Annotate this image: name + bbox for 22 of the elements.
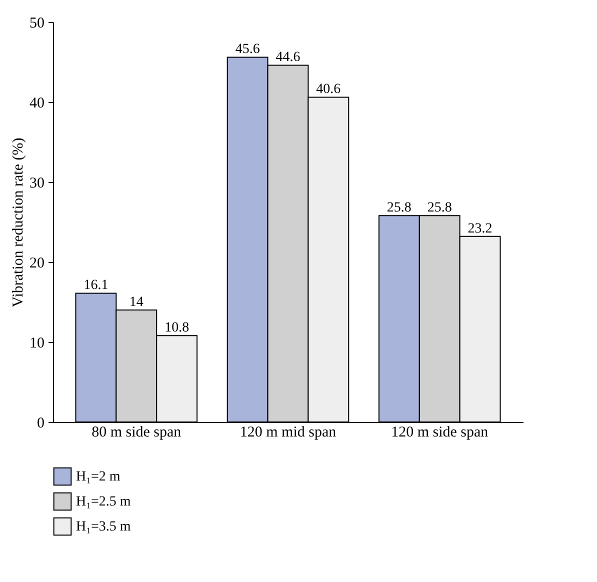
legend-label: H₁=3.5 m <box>76 520 131 534</box>
data-label: 45.6 <box>235 42 260 58</box>
data-label: 44.6 <box>276 50 300 66</box>
x-tick-label: 80 m side span <box>92 424 182 440</box>
y-tick-label: 50 <box>30 16 44 32</box>
y-tick-label: 40 <box>30 96 44 112</box>
y-axis-title: Vibration reduction rate (%) <box>10 138 26 308</box>
data-label: 23.2 <box>468 221 492 236</box>
data-label: 10.8 <box>164 320 190 336</box>
legend-label: H₁=2.5 m <box>76 494 131 510</box>
y-tick-label: 30 <box>30 176 44 192</box>
y-tick-label: 20 <box>30 256 44 272</box>
y-tick-label: 10 <box>30 336 44 352</box>
y-tick-label: 0 <box>37 416 44 432</box>
data-label: 16.1 <box>84 278 108 294</box>
legend-label: H₁=2 m <box>76 470 120 484</box>
x-tick-label: 120 m side span <box>391 424 489 440</box>
data-label: 40.6 <box>316 82 341 98</box>
data-label: 25.8 <box>386 200 412 216</box>
x-tick-label: 120 m mid span <box>240 424 337 440</box>
data-label: 25.8 <box>427 200 452 216</box>
data-label: 14 <box>129 295 144 310</box>
